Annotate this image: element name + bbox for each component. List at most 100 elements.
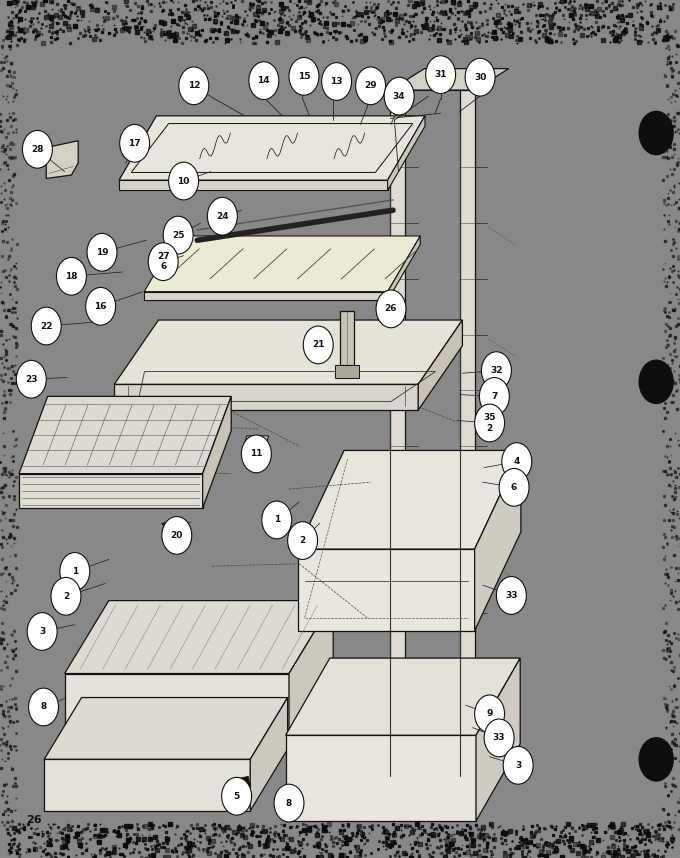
Circle shape xyxy=(639,111,674,155)
Polygon shape xyxy=(289,601,333,742)
Polygon shape xyxy=(19,396,231,474)
Polygon shape xyxy=(390,69,509,90)
Polygon shape xyxy=(388,236,420,300)
Polygon shape xyxy=(418,320,462,410)
Text: 13: 13 xyxy=(330,77,343,86)
Polygon shape xyxy=(243,436,269,448)
Text: 27
6: 27 6 xyxy=(157,252,169,271)
Polygon shape xyxy=(475,450,521,631)
Circle shape xyxy=(426,56,456,94)
Polygon shape xyxy=(203,396,231,508)
Circle shape xyxy=(241,435,271,473)
Polygon shape xyxy=(390,776,475,783)
Polygon shape xyxy=(390,90,405,776)
Circle shape xyxy=(481,352,511,390)
Circle shape xyxy=(120,124,150,162)
Polygon shape xyxy=(162,520,189,532)
Polygon shape xyxy=(114,320,462,384)
Circle shape xyxy=(162,517,192,554)
Text: 1: 1 xyxy=(273,516,280,524)
Circle shape xyxy=(60,553,90,590)
Text: 28: 28 xyxy=(31,145,44,154)
Text: 26: 26 xyxy=(26,815,41,825)
Circle shape xyxy=(207,197,237,235)
Circle shape xyxy=(503,746,533,784)
Circle shape xyxy=(56,257,86,295)
Circle shape xyxy=(22,130,52,168)
Text: 25: 25 xyxy=(172,231,184,239)
Text: 4: 4 xyxy=(513,457,520,466)
Circle shape xyxy=(639,360,674,404)
Circle shape xyxy=(179,67,209,105)
Text: 29: 29 xyxy=(364,82,377,90)
Text: 24: 24 xyxy=(216,212,228,221)
Polygon shape xyxy=(476,658,520,821)
Text: 7: 7 xyxy=(491,392,498,401)
Circle shape xyxy=(29,688,58,726)
Circle shape xyxy=(376,290,406,328)
Text: 22: 22 xyxy=(40,322,52,330)
Text: 14: 14 xyxy=(258,76,270,85)
Polygon shape xyxy=(65,601,333,674)
Polygon shape xyxy=(298,549,475,631)
Polygon shape xyxy=(250,698,288,811)
Text: 6: 6 xyxy=(511,483,517,492)
Text: 8: 8 xyxy=(286,799,292,807)
Polygon shape xyxy=(65,674,289,742)
Circle shape xyxy=(639,737,674,782)
Circle shape xyxy=(87,233,117,271)
Text: 19: 19 xyxy=(96,248,108,257)
Circle shape xyxy=(288,522,318,559)
Text: 31: 31 xyxy=(435,70,447,79)
Text: 20: 20 xyxy=(171,531,183,540)
Circle shape xyxy=(262,501,292,539)
Text: 10: 10 xyxy=(177,177,190,185)
Polygon shape xyxy=(228,776,250,791)
Circle shape xyxy=(465,58,495,96)
Circle shape xyxy=(274,784,304,822)
Polygon shape xyxy=(390,83,475,90)
Circle shape xyxy=(499,468,529,506)
Circle shape xyxy=(303,326,333,364)
Text: 30: 30 xyxy=(474,73,486,82)
Text: 2: 2 xyxy=(299,536,306,545)
Text: 8: 8 xyxy=(40,703,47,711)
Polygon shape xyxy=(286,658,520,735)
Text: 18: 18 xyxy=(65,272,78,281)
Circle shape xyxy=(51,577,81,615)
Text: 16: 16 xyxy=(95,302,107,311)
Polygon shape xyxy=(44,759,250,811)
Text: 5: 5 xyxy=(233,792,240,801)
Polygon shape xyxy=(340,311,354,365)
Polygon shape xyxy=(114,384,418,410)
Text: 23: 23 xyxy=(25,375,37,384)
Polygon shape xyxy=(335,365,359,378)
Circle shape xyxy=(502,443,532,480)
Polygon shape xyxy=(460,90,475,776)
Circle shape xyxy=(27,613,57,650)
Circle shape xyxy=(16,360,46,398)
Circle shape xyxy=(475,695,505,733)
Text: 17: 17 xyxy=(129,139,141,148)
Circle shape xyxy=(249,62,279,100)
Text: 26: 26 xyxy=(385,305,397,313)
Circle shape xyxy=(322,63,352,100)
Polygon shape xyxy=(243,448,265,465)
Text: 33: 33 xyxy=(493,734,505,742)
Polygon shape xyxy=(119,180,388,190)
Circle shape xyxy=(222,777,252,815)
Polygon shape xyxy=(19,474,203,508)
Polygon shape xyxy=(144,292,388,300)
Polygon shape xyxy=(286,735,476,821)
Circle shape xyxy=(475,404,505,442)
Circle shape xyxy=(479,378,509,415)
Circle shape xyxy=(86,287,116,325)
Text: 33: 33 xyxy=(505,591,517,600)
Text: 35
2: 35 2 xyxy=(483,414,496,432)
Polygon shape xyxy=(46,141,78,178)
Text: 3: 3 xyxy=(515,761,522,770)
Circle shape xyxy=(169,162,199,200)
Text: 21: 21 xyxy=(312,341,324,349)
Polygon shape xyxy=(119,116,425,180)
Circle shape xyxy=(384,77,414,115)
